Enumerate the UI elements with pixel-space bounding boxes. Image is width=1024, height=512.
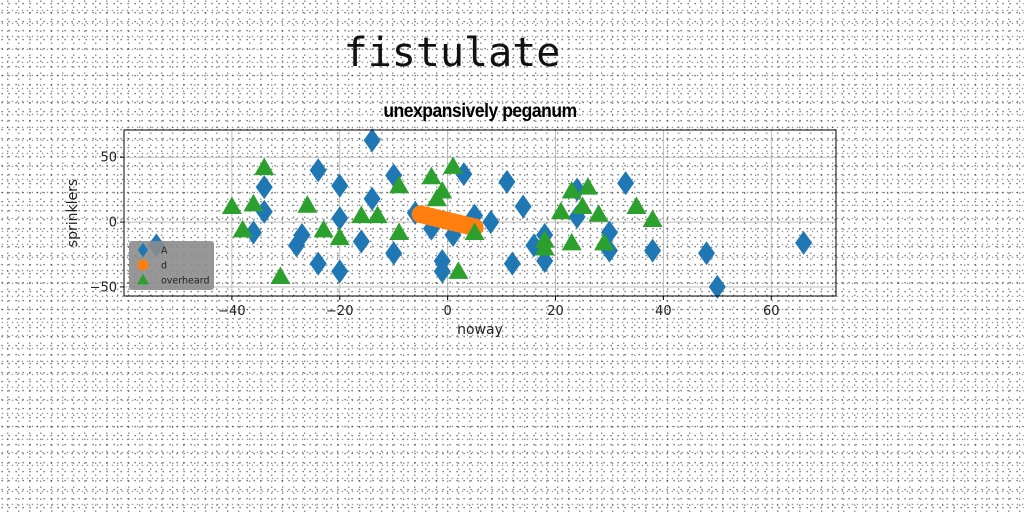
- x-tick-label: 40: [655, 304, 672, 319]
- marker-diamond: [137, 242, 149, 258]
- legend: Ad overheard: [129, 241, 214, 290]
- marker-triangle: [561, 232, 582, 251]
- marker-triangle: [421, 166, 442, 185]
- marker-diamond: [309, 158, 327, 183]
- marker-triangle: [254, 157, 275, 176]
- marker-diamond: [331, 173, 349, 198]
- marker-diamond: [698, 241, 716, 266]
- marker-triangle: [243, 193, 264, 212]
- marker-diamond: [385, 241, 403, 266]
- y-axis-label: sprinklers: [65, 179, 81, 247]
- y-tick-label: 0: [109, 216, 117, 231]
- marker-diamond: [331, 259, 349, 284]
- series-A: [147, 128, 813, 299]
- x-tick-label: 0: [443, 304, 451, 319]
- marker-triangle: [137, 274, 149, 285]
- series-overheard: [221, 156, 663, 285]
- legend-background: [129, 241, 214, 290]
- marker-diamond: [433, 259, 451, 284]
- page-title: fistulate: [343, 30, 561, 76]
- marker-triangle: [534, 230, 555, 248]
- marker-triangle: [588, 204, 609, 222]
- marker-diamond: [644, 238, 662, 263]
- x-axis-label: noway: [457, 322, 503, 338]
- marker-triangle: [561, 180, 582, 199]
- marker-diamond: [363, 128, 381, 153]
- marker-diamond: [293, 223, 311, 248]
- marker-circle: [137, 259, 149, 271]
- marker-triangle: [572, 196, 593, 215]
- marker-diamond: [617, 171, 635, 196]
- marker-triangle: [642, 209, 663, 227]
- marker-diamond: [363, 186, 381, 211]
- marker-diamond: [795, 230, 813, 255]
- legend-label: d: [161, 261, 167, 272]
- marker-triangle: [297, 195, 318, 213]
- marker-triangle: [232, 219, 253, 238]
- marker-triangle: [550, 201, 571, 220]
- chart-title: unexpansively peganum: [383, 101, 577, 122]
- marker-triangle: [594, 232, 615, 251]
- marker-diamond: [309, 251, 327, 276]
- marker-triangle: [389, 222, 410, 240]
- plot-frame: [123, 129, 837, 297]
- marker-diamond: [708, 274, 726, 299]
- marker-triangle: [351, 205, 372, 224]
- marker-triangle: [464, 222, 485, 240]
- marker-diamond: [244, 220, 262, 245]
- marker-triangle: [313, 219, 334, 238]
- marker-triangle: [367, 205, 388, 224]
- marker-diamond: [331, 206, 349, 231]
- marker-diamond: [514, 194, 532, 219]
- marker-diamond: [482, 210, 500, 235]
- axis-ticks: −40 −20 0 20 40 60 −50 0 50: [90, 151, 780, 319]
- marker-triangle: [389, 175, 410, 194]
- x-tick-label: 60: [763, 304, 780, 319]
- marker-triangle: [270, 266, 291, 285]
- marker-diamond: [498, 169, 516, 194]
- x-tick-label: −40: [218, 304, 245, 319]
- legend-label: overheard: [161, 276, 209, 287]
- marker-triangle: [443, 156, 464, 174]
- x-tick-label: 20: [547, 304, 564, 319]
- x-tick-label: −20: [326, 304, 353, 319]
- marker-triangle: [577, 177, 598, 195]
- marker-triangle: [626, 196, 647, 215]
- marker-triangle: [448, 261, 469, 279]
- legend-label: A: [161, 246, 168, 257]
- marker-triangle: [329, 227, 350, 246]
- marker-diamond: [503, 251, 521, 276]
- data-marks: [147, 128, 813, 299]
- y-tick-label: −50: [90, 280, 117, 295]
- marker-diamond: [255, 175, 273, 200]
- y-tick-label: 50: [100, 151, 117, 166]
- marker-triangle: [432, 180, 453, 199]
- marker-diamond: [352, 229, 370, 254]
- marker-triangle: [221, 196, 242, 215]
